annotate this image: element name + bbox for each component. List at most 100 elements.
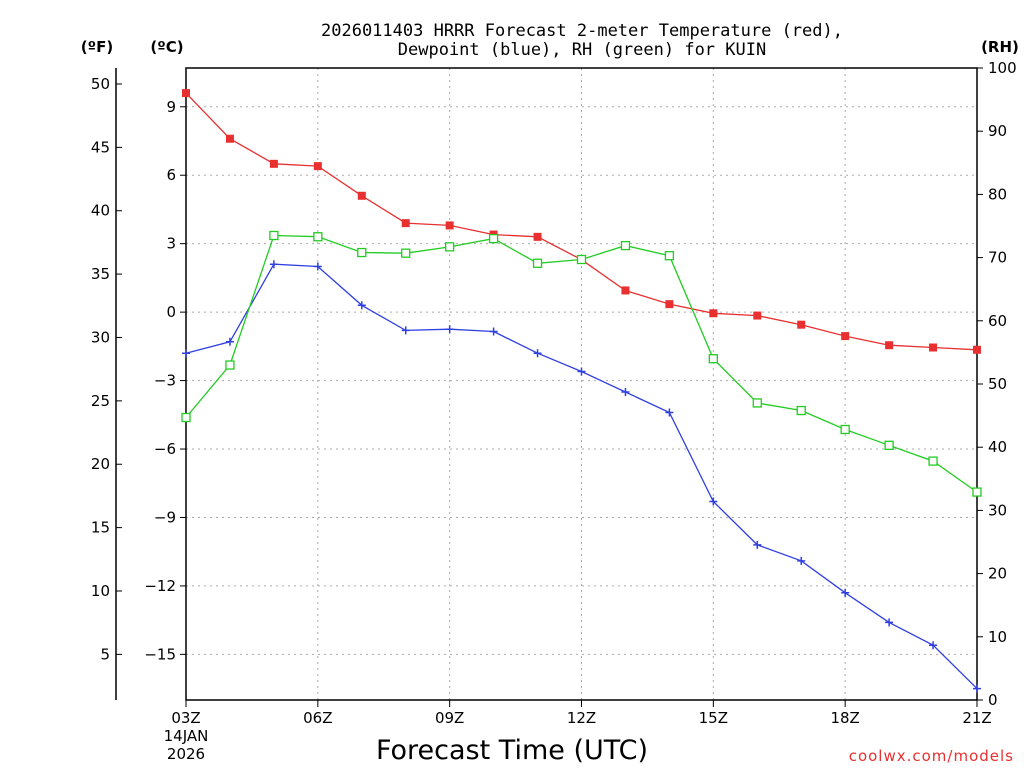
rh-tick-label: 10 xyxy=(988,628,1007,646)
x-tick-label: 03Z xyxy=(171,709,200,727)
temperature-point xyxy=(401,219,410,228)
dewpoint-point xyxy=(533,349,542,358)
dewpoint-point xyxy=(885,618,894,627)
celsius-axis-label: (ºC) xyxy=(150,38,183,56)
rh-tick-label: 90 xyxy=(988,122,1007,140)
x-tick-label: 12Z xyxy=(567,709,596,727)
celsius-tick-label: 6 xyxy=(166,166,176,184)
temperature-point xyxy=(269,159,278,168)
dewpoint-point xyxy=(665,408,674,417)
temperature-point xyxy=(929,343,938,352)
rh-tick-label: 100 xyxy=(988,59,1017,77)
rh-tick-label: 80 xyxy=(988,185,1007,203)
celsius-tick-label: −9 xyxy=(154,508,176,526)
rh-tick-label: 40 xyxy=(988,438,1007,456)
temperature-point xyxy=(665,300,674,309)
temperature-line xyxy=(185,92,978,351)
celsius-tick-label: −15 xyxy=(144,645,176,663)
dewpoint-point xyxy=(709,497,718,506)
temperature-point xyxy=(709,309,718,318)
fahrenheit-tick-label: 10 xyxy=(91,582,110,600)
temperature-point xyxy=(357,191,366,200)
dewpoint-point xyxy=(445,325,454,334)
rh-point xyxy=(313,232,323,242)
x-tick-label: 21Z xyxy=(962,709,991,727)
temperature-point xyxy=(225,134,234,143)
gridlines xyxy=(186,68,977,700)
temperature-point xyxy=(621,286,630,295)
dewpoint-point xyxy=(313,262,322,271)
chart-title-line1: 2026011403 HRRR Forecast 2-meter Tempera… xyxy=(321,21,843,41)
rh-point xyxy=(576,254,587,265)
fahrenheit-tick-label: 35 xyxy=(91,265,110,283)
rh-point xyxy=(357,247,367,258)
temperature-point xyxy=(445,221,454,230)
dewpoint-point xyxy=(973,684,981,693)
dewpoint-point xyxy=(182,349,190,358)
rh-point xyxy=(884,440,894,450)
fahrenheit-tick-label: 50 xyxy=(91,75,110,93)
date-day-label: 14JAN xyxy=(164,727,209,745)
temperature-point xyxy=(753,311,762,320)
temperature-point xyxy=(182,89,190,98)
rh-point xyxy=(401,248,411,258)
fahrenheit-tick-label: 15 xyxy=(91,519,110,537)
dewpoint-point xyxy=(225,337,234,346)
plot-frame xyxy=(185,67,978,701)
rh-tick-label: 50 xyxy=(988,375,1007,393)
axes: 03Z 06Z 09Z 12Z 15Z 18Z 21Z9630−3−6−9−12−15504… xyxy=(91,59,1017,727)
fahrenheit-tick-label: 20 xyxy=(91,455,110,473)
rh-point xyxy=(752,398,762,408)
dewpoint-point xyxy=(401,326,410,335)
rh-point xyxy=(532,258,543,268)
rh-point xyxy=(620,240,631,251)
dewpoint-point xyxy=(357,301,366,310)
x-tick-label: 06Z xyxy=(303,709,332,727)
rh-point xyxy=(972,487,982,497)
celsius-tick-label: −12 xyxy=(144,577,176,595)
dewpoint-point xyxy=(797,556,806,565)
celsius-tick-label: −6 xyxy=(154,440,176,458)
celsius-tick-label: −3 xyxy=(154,372,176,390)
rh-point xyxy=(445,242,455,252)
dewpoint-point xyxy=(269,260,278,269)
celsius-tick-label: 0 xyxy=(166,303,176,321)
dewpoint-point xyxy=(753,540,762,549)
watermark: coolwx.com/models xyxy=(849,747,1014,765)
fahrenheit-tick-label: 45 xyxy=(91,138,110,156)
celsius-tick-label: 3 xyxy=(166,235,176,253)
rh-axis-label: (RH) xyxy=(981,38,1019,56)
x-axis-title: Forecast Time (UTC) xyxy=(376,735,648,766)
x-tick-label: 18Z xyxy=(830,709,859,727)
data-series xyxy=(181,89,982,693)
temperature-point xyxy=(313,162,322,171)
rh-tick-label: 0 xyxy=(988,691,998,709)
fahrenheit-tick-label: 25 xyxy=(91,392,110,410)
dewpoint-point xyxy=(577,367,586,376)
x-tick-label: 09Z xyxy=(435,709,464,727)
rh-point xyxy=(840,424,850,435)
fahrenheit-axis-label: (ºF) xyxy=(81,38,113,56)
rh-point xyxy=(796,405,806,416)
rh-tick-label: 20 xyxy=(988,565,1007,583)
temperature-point xyxy=(973,345,981,354)
rh-point xyxy=(708,354,718,364)
chart-title-line2: Dewpoint (blue), RH (green) for KUIN xyxy=(398,40,766,60)
rh-point xyxy=(269,230,279,241)
celsius-tick-label: 9 xyxy=(166,98,176,116)
rh-tick-label: 30 xyxy=(988,501,1007,519)
temperature-point xyxy=(841,332,850,341)
rh-point xyxy=(181,412,191,423)
rh-tick-label: 70 xyxy=(988,249,1007,267)
temperature-point xyxy=(533,232,542,241)
temperature-point xyxy=(797,320,806,329)
fahrenheit-tick-label: 30 xyxy=(91,328,110,346)
rh-point xyxy=(225,360,235,370)
rh-point xyxy=(664,251,675,261)
x-tick-label: 15Z xyxy=(699,709,728,727)
dewpoint-point xyxy=(489,327,498,336)
rh-point xyxy=(488,233,499,244)
rh-point xyxy=(928,456,938,466)
dewpoint-point xyxy=(929,641,938,650)
